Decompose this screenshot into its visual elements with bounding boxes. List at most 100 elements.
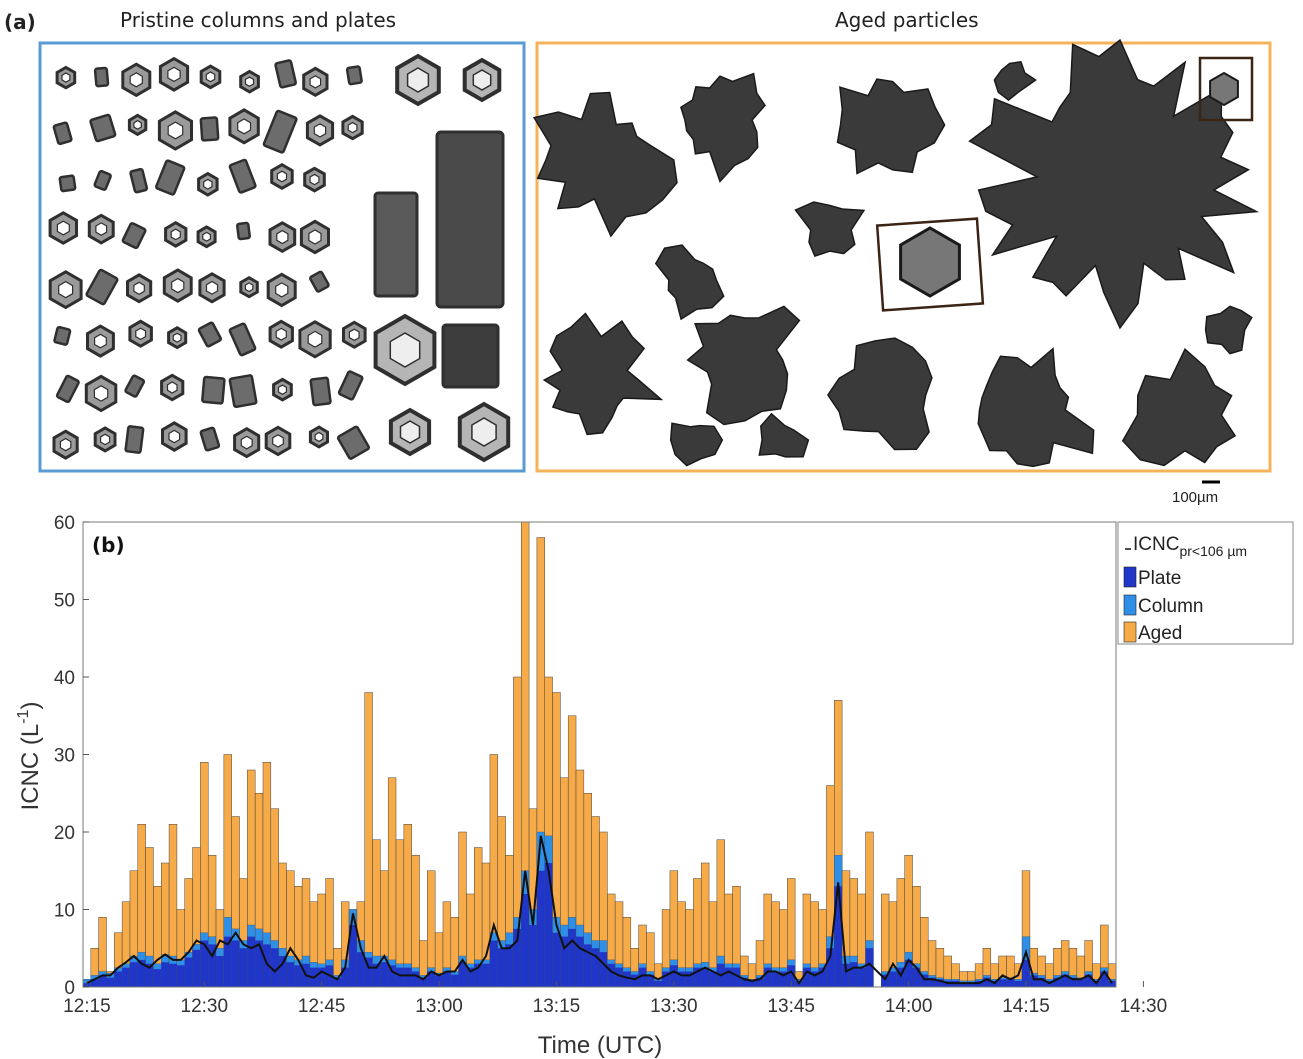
plate-crystal-core: [93, 385, 109, 402]
column-crystal: [236, 221, 251, 241]
bar-plate: [756, 977, 764, 987]
bar-plate: [474, 963, 483, 987]
column-crystal: [197, 321, 222, 348]
bar-plate: [881, 974, 890, 987]
column-crystal: [228, 374, 258, 409]
bar-plate: [442, 971, 451, 987]
bar-plate: [904, 959, 913, 988]
bar-plate: [216, 956, 224, 987]
legend-line-label: ICNCpr<106 µm: [1133, 534, 1247, 559]
bar-plate: [709, 971, 717, 987]
bar-plate: [669, 965, 678, 987]
bar-plate: [396, 967, 404, 988]
bar-plate: [129, 962, 138, 987]
plate-crystal-core: [166, 381, 178, 394]
plate-crystal-core: [348, 328, 360, 342]
column-crystal: [155, 159, 186, 196]
bar-plate: [920, 974, 929, 987]
aged-particle: [532, 91, 678, 238]
plate-crystal-core: [308, 229, 322, 245]
plate-crystal-core: [276, 170, 288, 183]
plate-crystal-core: [244, 282, 254, 293]
y-tick-label: 0: [64, 978, 75, 999]
plate-crystal-core: [133, 281, 145, 295]
bar-plate: [466, 967, 475, 988]
column-crystal: [129, 167, 149, 194]
aged-particle: [826, 337, 933, 451]
bar-plate: [411, 971, 420, 987]
aged-frame: [535, 41, 1272, 473]
bar-aged: [403, 824, 412, 988]
bar-plate: [521, 894, 530, 987]
column-crystal: [345, 65, 363, 86]
bar-plate: [262, 944, 271, 988]
aged-particle: [993, 60, 1037, 102]
bar-plate: [388, 965, 397, 987]
y-ticks: 0 10 20 30 40 50 60: [54, 513, 89, 999]
bar-plate: [834, 886, 843, 987]
x-tick-label: 13:30: [650, 996, 698, 1017]
bar-aged: [364, 692, 373, 988]
bar-plate: [818, 967, 827, 988]
highlight-frame-large: [875, 217, 985, 312]
column-crystal: [53, 325, 72, 346]
large-plate-crystal-core: [389, 332, 421, 368]
pristine-section-title: Pristine columns and plates: [120, 8, 397, 32]
bar-plate: [176, 965, 185, 987]
column-crystal: [89, 113, 117, 143]
bar-plate: [349, 925, 357, 987]
plate-crystal-core: [275, 282, 289, 298]
bar-plate: [576, 936, 584, 988]
x-tick-label: 14:15: [1002, 996, 1050, 1017]
column-crystal: [201, 375, 226, 405]
large-plate-crystal-core: [472, 69, 492, 91]
bar-plate: [622, 971, 631, 987]
bar-plate: [842, 963, 850, 987]
column-crystal: [228, 158, 257, 194]
bar-plate: [231, 940, 240, 987]
legend-box: [1117, 521, 1294, 645]
bar-plate: [615, 967, 623, 988]
plate-crystal-core: [133, 119, 142, 130]
bar-plate: [427, 971, 436, 987]
legend-column-swatch: [1123, 594, 1137, 616]
column-crystal: [199, 116, 220, 142]
column-crystal: [85, 268, 119, 306]
y-tick-label: 10: [54, 901, 75, 922]
bar-plate: [982, 977, 991, 987]
bar-plate: [419, 977, 428, 987]
bar-plate: [693, 967, 702, 988]
bar-plate: [724, 967, 733, 988]
large-plate-crystal-core: [406, 67, 430, 93]
icnc-chart-panel: 0 10 20 30 40 50 60 12:15 12:30 12:45 13:00 13:15 1…: [0, 510, 1303, 1059]
plate-crystal-core: [167, 121, 184, 140]
y-tick-label: 40: [54, 668, 75, 689]
bar-plate: [317, 967, 326, 988]
panel-a-label: (a): [4, 10, 36, 34]
aged-particle: [680, 72, 766, 183]
aged-particle: [836, 78, 946, 175]
bar-plate: [106, 977, 115, 987]
bar-plate: [184, 957, 193, 987]
plate-crystal-core: [277, 384, 287, 395]
column-crystal: [337, 370, 364, 401]
legend-line-main: ICNC: [1133, 534, 1179, 555]
legend-aged-label: Aged: [1138, 623, 1182, 644]
pristine-particles: [48, 53, 511, 463]
x-tick-label: 12:45: [298, 996, 346, 1017]
bar-plate: [763, 967, 772, 988]
plate-crystal-core: [240, 435, 253, 450]
pristine-frame: [38, 41, 526, 473]
plate-crystal-core: [170, 228, 181, 241]
column-crystal: [309, 376, 332, 407]
highlighted-aged-plate: [899, 226, 961, 298]
plate-crystal-core: [95, 222, 108, 236]
bar-plate: [662, 971, 670, 987]
column-crystal: [121, 222, 147, 250]
x-tick-label: 14:30: [1120, 996, 1168, 1017]
plate-crystal-core: [276, 229, 289, 245]
plate-crystal-core: [203, 178, 213, 190]
bar-plate: [98, 975, 107, 988]
plate-crystal-core: [61, 72, 71, 83]
bar-plate: [552, 932, 561, 987]
